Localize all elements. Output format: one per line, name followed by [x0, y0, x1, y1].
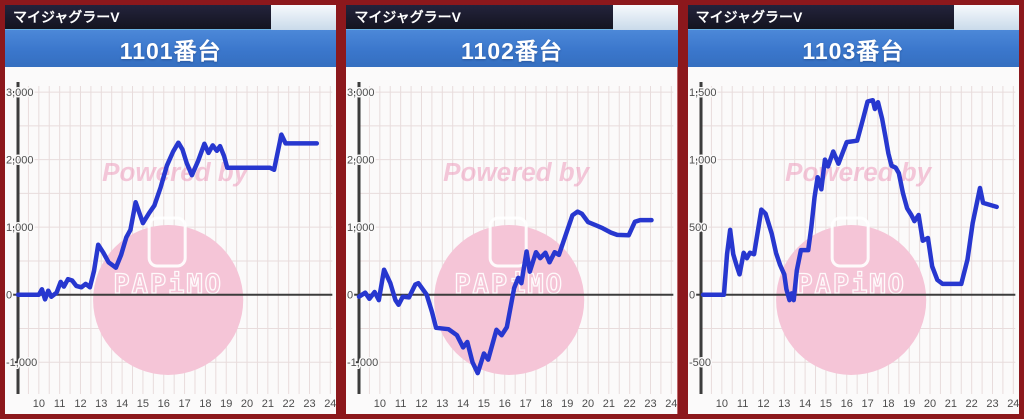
powered-by-watermark: Powered by [443, 157, 591, 187]
header-gradient-cap [613, 5, 678, 30]
slump-graph-1101: Powered by PAPiMO 3,000 2,000 1,000 0 -1,000 10… [5, 67, 337, 414]
x-tick-label: 12 [416, 398, 428, 410]
x-tick-label: 16 [840, 398, 852, 410]
y-tick-label: -500 [689, 357, 711, 369]
x-tick-label: 22 [283, 398, 295, 410]
x-tick-label: 18 [199, 398, 211, 410]
papimo-logo-circle [93, 225, 244, 375]
header-gradient-cap [271, 5, 336, 30]
y-tick-label: 1,000 [347, 222, 375, 234]
x-tick-label: 18 [882, 398, 894, 410]
y-tick-label: 2,000 [6, 155, 34, 167]
papimo-logo-circle [775, 225, 926, 375]
papimo-phone-icon [147, 216, 187, 268]
x-tick-label: 12 [757, 398, 769, 410]
x-tick-label: 20 [924, 398, 936, 410]
x-tick-label: 24 [1007, 398, 1019, 410]
slump-graph-svg: Powered byPAPiMO3,0002,0001,0000-1,00010… [5, 67, 337, 414]
model-name: マイジャグラーV [346, 5, 613, 30]
machine-number-bar: 1102番台 [346, 30, 678, 67]
x-tick-label: 14 [457, 398, 469, 410]
x-tick-label: 11 [54, 398, 65, 410]
machine-number: 1102番台 [461, 37, 563, 64]
papimo-phone-icon [830, 216, 870, 268]
y-tick-label: 3,000 [6, 87, 34, 99]
slump-graph-svg: Powered byPAPiMO3,0002,0001,0000-1,00010… [346, 67, 678, 414]
x-tick-label: 19 [220, 398, 232, 410]
x-tick-label: 11 [737, 398, 748, 410]
slump-graph-1102: Powered by PAPiMO 3,000 2,000 1,000 0 -1,000 10… [346, 67, 678, 414]
x-tick-label: 15 [478, 398, 490, 410]
papimo-logo-circle [434, 225, 585, 375]
powered-by-watermark: Powered by [785, 157, 933, 187]
x-tick-label: 17 [861, 398, 873, 410]
x-tick-label: 16 [158, 398, 170, 410]
x-tick-label: 21 [262, 398, 274, 410]
machine-panel-1101: マイジャグラーV 1101番台 Powered by PAPiMO 3,000 2,0… [0, 0, 342, 419]
papimo-phone-icon [488, 216, 529, 268]
machine-number-bar: 1103番台 [687, 30, 1019, 67]
model-header: マイジャグラーV [5, 5, 337, 30]
x-tick-label: 23 [645, 398, 657, 410]
x-tick-label: 18 [541, 398, 553, 410]
model-name: マイジャグラーV [5, 5, 272, 30]
model-header: マイジャグラーV [687, 5, 1019, 30]
x-tick-label: 21 [603, 398, 615, 410]
x-tick-label: 17 [178, 398, 190, 410]
x-tick-label: 22 [624, 398, 636, 410]
y-tick-label: 500 [689, 222, 707, 234]
model-name: マイジャグラーV [687, 5, 955, 30]
machine-panel-1103: マイジャグラーV 1103番台 Powered by PAPiMO 1,500 1,0… [682, 0, 1024, 419]
y-tick-label: 3,000 [347, 87, 375, 99]
x-tick-label: 11 [395, 398, 406, 410]
y-tick-label: 0 [689, 290, 695, 302]
slump-line [357, 209, 655, 376]
model-header: マイジャグラーV [346, 5, 678, 30]
x-tick-label: 19 [561, 398, 573, 410]
x-tick-label: 10 [374, 398, 386, 410]
x-tick-label: 20 [582, 398, 594, 410]
x-tick-label: 13 [436, 398, 448, 410]
y-tick-label: -1,000 [347, 357, 378, 369]
x-tick-label: 23 [303, 398, 315, 410]
x-tick-label: 19 [903, 398, 915, 410]
x-tick-label: 24 [666, 398, 678, 410]
x-tick-label: 15 [819, 398, 831, 410]
y-tick-label: 0 [6, 290, 12, 302]
machine-panel-1102: マイジャグラーV 1102番台 Powered by PAPiMO 3,000 2,0… [341, 0, 683, 419]
x-tick-label: 21 [944, 398, 956, 410]
x-tick-label: 10 [33, 398, 45, 410]
x-tick-label: 10 [715, 398, 727, 410]
y-tick-label: 1,000 [689, 155, 717, 167]
slump-graph-1103: Powered by PAPiMO 1,500 1,000 500 0 -500 10 11 12… [687, 67, 1019, 414]
slump-line [700, 97, 999, 303]
x-tick-label: 24 [324, 398, 336, 410]
slump-line [15, 132, 320, 302]
x-tick-label: 20 [241, 398, 253, 410]
x-tick-label: 15 [137, 398, 149, 410]
y-tick-label: 2,000 [347, 155, 375, 167]
x-tick-label: 13 [95, 398, 107, 410]
machine-number: 1103番台 [802, 37, 905, 64]
y-tick-label: 0 [347, 290, 353, 302]
x-tick-label: 12 [74, 398, 86, 410]
y-tick-label: 1,000 [6, 222, 34, 234]
x-tick-label: 23 [986, 398, 998, 410]
x-tick-label: 13 [778, 398, 790, 410]
y-tick-label: 1,500 [689, 87, 717, 99]
x-tick-label: 14 [116, 398, 128, 410]
machine-number: 1101番台 [119, 37, 222, 64]
x-tick-label: 22 [965, 398, 977, 410]
machine-number-bar: 1101番台 [5, 30, 337, 67]
x-tick-label: 17 [520, 398, 532, 410]
y-tick-label: -1,000 [6, 357, 37, 369]
header-gradient-cap [954, 5, 1019, 30]
x-tick-label: 16 [499, 398, 511, 410]
x-tick-label: 14 [799, 398, 811, 410]
